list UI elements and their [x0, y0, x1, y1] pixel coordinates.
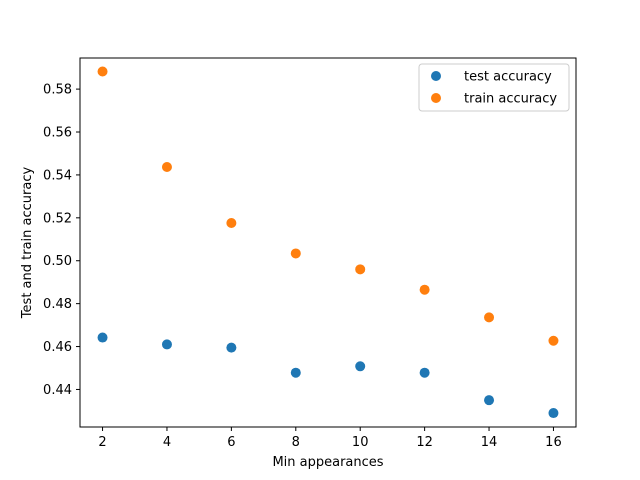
test-accuracy-point: [355, 361, 366, 372]
x-tick-label: 4: [163, 435, 171, 450]
train-accuracy-point: [226, 217, 237, 228]
y-tick-label: 0.48: [43, 297, 72, 312]
plot-area: [80, 58, 576, 427]
x-tick-label: 14: [481, 435, 498, 450]
test-accuracy-point: [226, 342, 237, 353]
y-tick-label: 0.52: [43, 211, 72, 226]
train-accuracy-point: [161, 161, 172, 172]
legend: test accuracy train accuracy: [418, 63, 570, 112]
y-tick-label: 0.58: [43, 83, 72, 98]
train-accuracy-point: [97, 66, 108, 77]
train-accuracy-point: [290, 248, 301, 259]
test-accuracy-point: [161, 339, 172, 350]
test-accuracy-point: [97, 332, 108, 343]
train-accuracy-point: [419, 284, 430, 295]
y-tick-label: 0.54: [43, 168, 72, 183]
x-tick-label: 12: [416, 435, 433, 450]
test-accuracy-point: [419, 367, 430, 378]
x-axis-label: Min appearances: [272, 455, 383, 470]
x-tick-label: 6: [227, 435, 235, 450]
y-axis-label: Test and train accuracy: [20, 167, 35, 320]
y-tick-label: 0.44: [43, 383, 72, 398]
x-tick-label: 8: [292, 435, 300, 450]
x-tick-label: 16: [545, 435, 562, 450]
test-accuracy-point: [290, 367, 301, 378]
legend-box: [418, 63, 570, 112]
x-axis-ticks: 2 4 6 8 10 12 14 16: [98, 427, 562, 450]
train-accuracy-point: [484, 312, 495, 323]
y-tick-label: 0.46: [43, 340, 72, 355]
y-tick-label: 0.50: [43, 254, 72, 269]
train-accuracy-point: [548, 335, 559, 346]
train-accuracy-point: [355, 264, 366, 275]
legend-label-test-accuracy: test accuracy: [464, 70, 552, 85]
legend-marker-test-accuracy: [431, 71, 441, 81]
x-tick-label: 2: [98, 435, 106, 450]
x-tick-label: 10: [352, 435, 369, 450]
test-accuracy-point: [484, 395, 495, 406]
test-accuracy-point: [548, 408, 559, 419]
data-points: [97, 66, 559, 419]
plot-frame: [79, 57, 577, 428]
y-tick-label: 0.56: [43, 126, 72, 141]
legend-label-train-accuracy: train accuracy: [464, 92, 557, 107]
y-axis-ticks: 0.44 0.46 0.48 0.50 0.52 0.54 0.56 0.58: [43, 83, 80, 398]
legend-marker-train-accuracy: [431, 93, 441, 103]
